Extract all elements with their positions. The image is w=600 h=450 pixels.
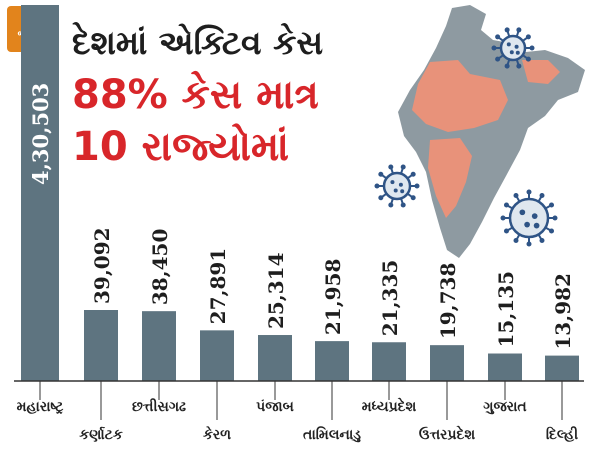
value-label-5: 25,314 [264, 252, 288, 329]
state-label-7: મધ્યપ્રદેશ [361, 399, 417, 415]
bar-9 [488, 353, 522, 381]
value-labels: 4,30,503 39,092 38,450 27,891 25,314 21,958 21… [28, 83, 575, 350]
bar-2 [84, 310, 118, 381]
state-label-2: કર્ણાટક [79, 427, 123, 443]
virus-icon-1 [491, 27, 535, 69]
value-label-9: 15,135 [494, 271, 518, 348]
value-label-10: 13,982 [551, 273, 575, 350]
x-axis-ticks [39, 381, 563, 420]
india-map-highlighted-states [412, 60, 508, 132]
headline-line-3: 10 રાજ્યોમાં [72, 124, 290, 170]
state-label-8: ઉત્તરપ્રદેશ [418, 427, 476, 443]
india-map-highlighted-east [522, 60, 560, 84]
state-label-9: ગુજરાત [483, 399, 527, 415]
state-label-6: તામિલનાડુ [303, 427, 361, 443]
value-label-8: 19,738 [436, 263, 460, 340]
value-label-2: 39,092 [90, 227, 114, 304]
value-label-4: 27,891 [206, 248, 230, 325]
india-map-highlighted-south [428, 138, 472, 218]
bar-5 [258, 335, 292, 381]
bar-10 [545, 355, 579, 381]
bar-3 [142, 311, 176, 381]
bar-4 [200, 330, 234, 381]
state-label-5: પંજાબ [256, 399, 294, 415]
virus-icon-3 [500, 189, 558, 247]
bar-6 [315, 341, 349, 381]
bar-1 [21, 5, 59, 381]
value-label-6: 21,958 [321, 259, 345, 336]
state-label-1: મહારાષ્ટ્ર [16, 399, 64, 415]
value-label-7: 21,335 [378, 260, 402, 337]
bars [21, 5, 579, 381]
india-map-other-states [398, 5, 585, 258]
value-label-1: 4,30,503 [28, 83, 53, 185]
india-map [398, 5, 585, 258]
virus-icon-2 [374, 164, 420, 208]
headline-line-1: દેશમાં એક્ટિવ કેસ [72, 23, 324, 62]
value-label-3: 38,450 [148, 229, 172, 306]
bar-8 [430, 345, 464, 381]
state-label-4: કેરળ [202, 427, 232, 443]
state-label-10: દિલ્હી [545, 427, 579, 443]
bar-7 [372, 342, 406, 381]
virus-icons [374, 27, 558, 247]
headline-line-2: 88% કેસ માત્ર [72, 72, 319, 118]
state-label-3: છત્તીસગઢ [131, 399, 187, 415]
